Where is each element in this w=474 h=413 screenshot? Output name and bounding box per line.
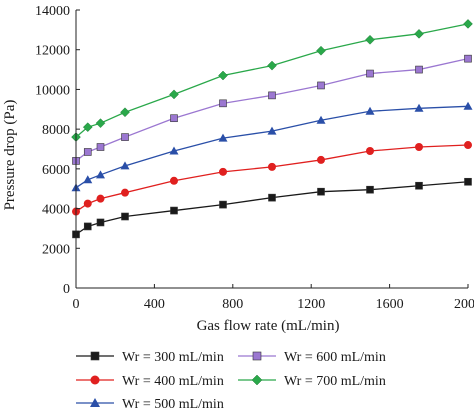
- data-point: [218, 70, 228, 81]
- y-tick-label: 4000: [42, 203, 70, 218]
- legend-marker: [252, 351, 262, 361]
- y-tick-label: 10000: [35, 83, 70, 98]
- data-point: [415, 181, 423, 190]
- data-point: [219, 200, 227, 209]
- data-point: [414, 103, 424, 112]
- y-tick-label: 0: [63, 282, 70, 297]
- data-point: [120, 107, 130, 118]
- x-tick-label: 1200: [297, 297, 325, 312]
- data-point: [170, 206, 178, 215]
- data-point: [267, 126, 277, 135]
- y-tick-label: 8000: [42, 123, 70, 138]
- series-2: [72, 141, 472, 216]
- data-point: [169, 146, 179, 155]
- data-point: [464, 177, 472, 186]
- data-point: [463, 19, 473, 29]
- series-5: [71, 19, 473, 142]
- legend: Wr = 300 mL/min Wr = 400 mL/min Wr = 500 m…: [76, 350, 386, 412]
- data-point: [219, 99, 227, 108]
- data-point: [365, 34, 375, 45]
- data-point: [121, 188, 129, 197]
- data-point: [317, 81, 325, 90]
- x-tick-label: 1600: [376, 297, 404, 312]
- x-tick-label: 0: [73, 297, 80, 312]
- series-3: [71, 101, 473, 192]
- series-line: [75, 144, 469, 213]
- legend-label: Wr = 700 mL/min: [284, 374, 386, 389]
- data-point: [219, 167, 227, 176]
- x-axis-title: Gas flow rate (mL/min): [197, 318, 340, 334]
- data-point: [170, 114, 178, 123]
- data-point: [414, 28, 424, 39]
- data-point: [317, 155, 325, 164]
- y-tick-label: 12000: [35, 44, 70, 59]
- legend-item: Wr = 300 mL/min: [76, 350, 224, 365]
- data-point: [268, 91, 276, 100]
- data-point: [82, 122, 93, 133]
- data-point: [218, 133, 228, 142]
- data-point: [267, 60, 277, 71]
- data-point: [170, 176, 178, 185]
- legend-marker: [251, 374, 263, 386]
- data-point: [366, 146, 374, 155]
- data-point: [415, 143, 423, 152]
- series-line: [75, 23, 469, 138]
- legend-label: Wr = 500 mL/min: [122, 397, 224, 412]
- data-point: [96, 143, 105, 151]
- data-point: [366, 69, 374, 78]
- plot-area: [71, 19, 473, 239]
- legend-label: Wr = 600 mL/min: [284, 350, 386, 365]
- legend-item: Wr = 400 mL/min: [76, 374, 224, 389]
- data-point: [83, 222, 92, 231]
- data-point: [415, 65, 423, 74]
- data-point: [268, 193, 276, 202]
- data-point: [83, 199, 92, 208]
- data-point: [96, 194, 105, 203]
- data-point: [464, 141, 472, 150]
- series-1: [72, 177, 472, 239]
- data-point: [169, 89, 179, 100]
- data-point: [317, 187, 325, 196]
- data-point: [121, 133, 129, 141]
- legend-item: Wr = 500 mL/min: [76, 397, 224, 412]
- series-line: [75, 58, 469, 162]
- axes: 0 2000 4000 6000 8000 10000 12000 14000 0 400 800 1…: [35, 4, 474, 312]
- x-tick-label: 800: [222, 297, 243, 312]
- legend-item: Wr = 700 mL/min: [238, 374, 386, 389]
- y-tick-label: 14000: [35, 4, 70, 19]
- data-point: [96, 218, 105, 227]
- y-axis-title: Pressure drop (Pa): [2, 100, 18, 211]
- legend-label: Wr = 300 mL/min: [122, 350, 224, 365]
- data-point: [96, 170, 105, 179]
- data-point: [83, 148, 92, 156]
- legend-item: Wr = 600 mL/min: [238, 350, 386, 365]
- data-point: [366, 185, 374, 194]
- x-tick-label: 2000: [454, 297, 474, 312]
- legend-marker: [90, 351, 100, 361]
- legend-marker: [90, 398, 100, 407]
- data-point: [268, 162, 276, 171]
- y-tick-label: 6000: [42, 163, 70, 178]
- x-tick-label: 400: [144, 297, 165, 312]
- data-point: [95, 118, 106, 129]
- data-point: [316, 115, 326, 124]
- data-point: [120, 161, 130, 170]
- legend-marker: [90, 375, 100, 385]
- data-point: [464, 54, 472, 63]
- y-tick-label: 2000: [42, 242, 70, 257]
- data-point: [365, 106, 375, 115]
- data-point: [316, 45, 326, 56]
- data-point: [121, 212, 129, 221]
- series-line: [75, 105, 469, 189]
- data-point: [463, 101, 473, 110]
- legend-label: Wr = 400 mL/min: [122, 374, 224, 389]
- data-point: [83, 175, 93, 184]
